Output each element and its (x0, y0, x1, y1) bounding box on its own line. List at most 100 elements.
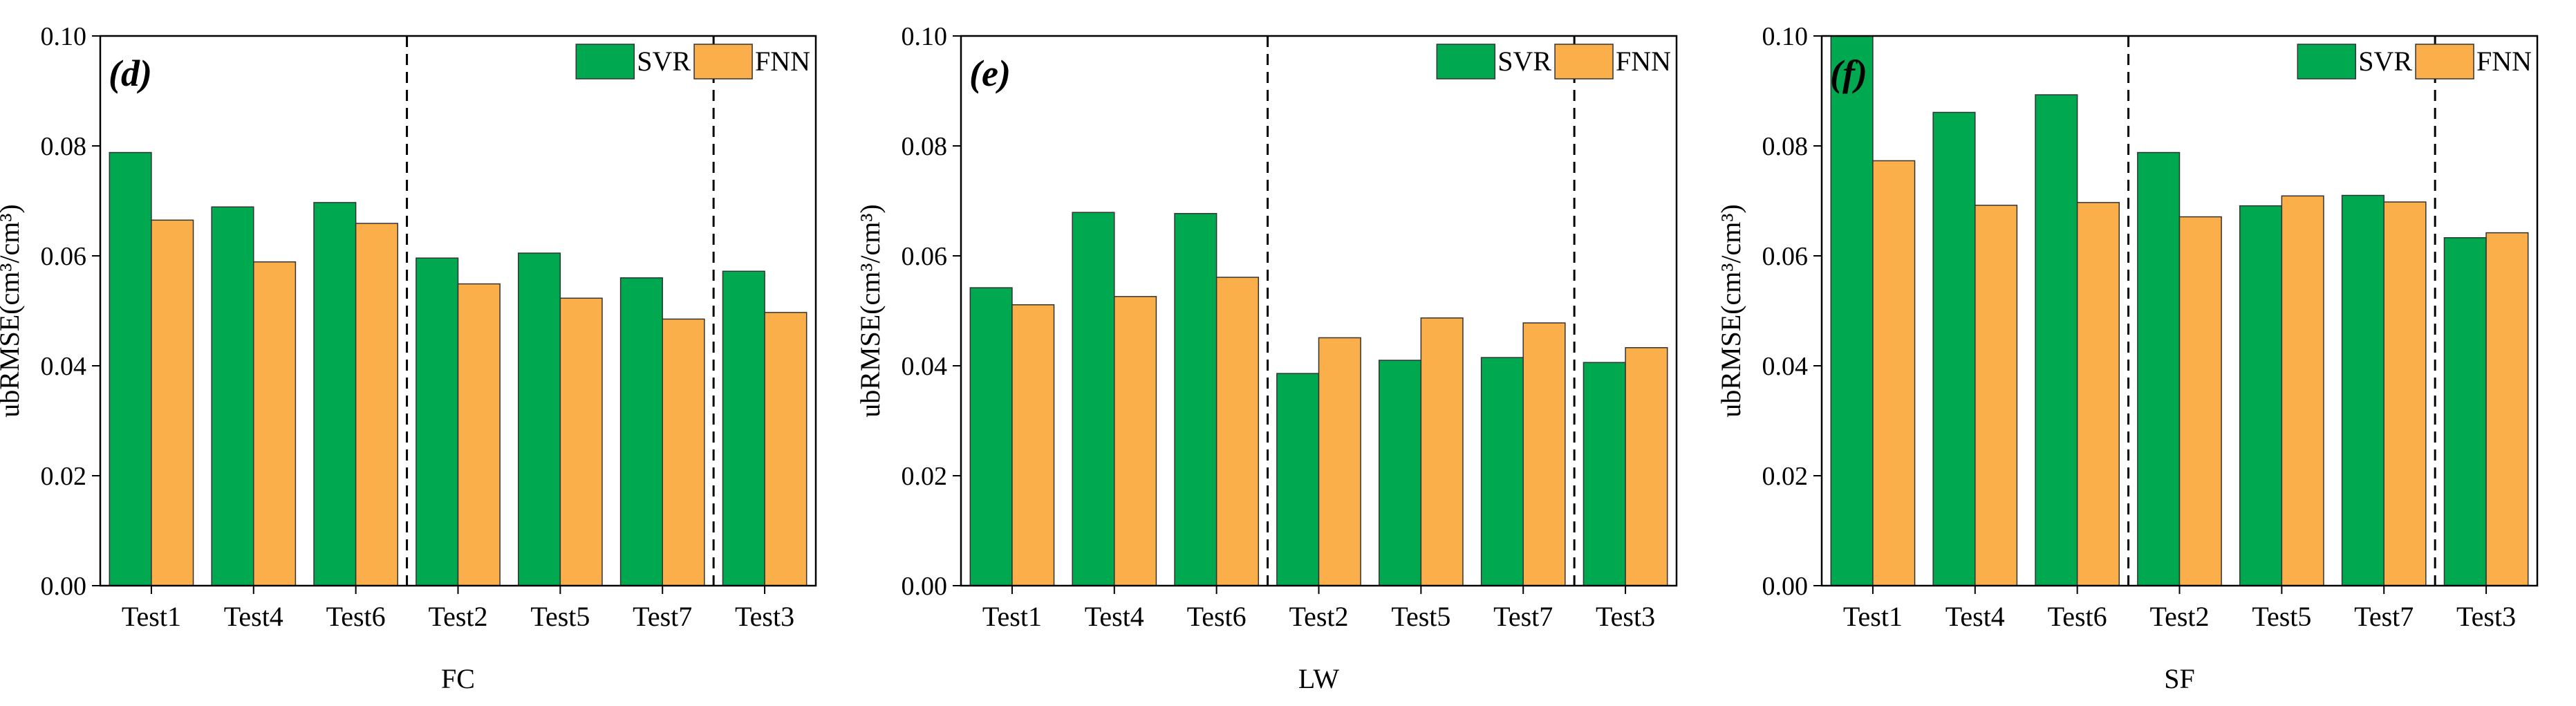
bar-svr-test7 (1480, 357, 1524, 586)
y-tick-label: 0.10 (902, 22, 948, 51)
x-tick-label-test5: Test5 (1391, 601, 1450, 632)
y-axis-title: ubRMSE(cm³/cm³) (0, 204, 25, 417)
bar-svr-test1 (969, 287, 1013, 586)
x-tick-label-test7: Test7 (2354, 601, 2414, 632)
y-axis-title: ubRMSE(cm³/cm³) (1715, 204, 1746, 417)
plot-frame (960, 35, 1678, 587)
bar-fnn-test7 (662, 318, 705, 586)
y-tick-label: 0.10 (1762, 22, 1809, 51)
legend-swatch-fnn (2415, 44, 2474, 80)
legend: SVR FNN (2297, 44, 2532, 80)
bar-svr-test2 (416, 257, 459, 586)
bar-svr-test2 (1276, 373, 1320, 586)
y-axis-title: ubRMSE(cm³/cm³) (855, 204, 886, 417)
bar-svr-test6 (313, 202, 357, 586)
bar-fnn-test5 (1420, 317, 1464, 586)
x-tick-label-test5: Test5 (2252, 601, 2311, 632)
x-tick-label-test1: Test1 (122, 601, 181, 632)
y-tick-label: 0.00 (41, 572, 87, 601)
chart-panel-e: Test1 Test4 Test6 Test2 Test5 Test7 Test3 0.00 0… (855, 22, 1678, 694)
bar-fnn-test7 (1522, 322, 1566, 586)
x-tick-label-test5: Test5 (530, 601, 590, 632)
y-tick-label: 0.06 (41, 242, 87, 271)
chart-panel-f: Test1 Test4 Test6 Test2 Test5 Test7 Test3 0.00 0… (1715, 22, 2539, 694)
y-tick-label: 0.06 (1762, 242, 1809, 271)
x-axis-title: LW (1298, 663, 1339, 694)
y-tick-label: 0.02 (1762, 462, 1809, 491)
y-tick-label: 0.04 (902, 352, 948, 381)
x-tick-label-test4: Test4 (224, 601, 283, 632)
legend-swatch-fnn (1554, 44, 1614, 80)
bar-fnn-test4 (1114, 296, 1157, 586)
x-tick-label-test2: Test2 (428, 601, 487, 632)
legend-label-svr: SVR (2358, 46, 2412, 77)
bar-svr-test6 (2035, 94, 2078, 586)
legend-label-fnn: FNN (755, 46, 810, 77)
x-axis-title: SF (2164, 663, 2195, 694)
x-axis-title: FC (441, 663, 475, 694)
x-tick-label-test2: Test2 (1289, 601, 1348, 632)
panel-letter: (e) (969, 53, 1011, 94)
x-tick-label-test3: Test3 (2456, 601, 2516, 632)
bar-fnn-test2 (2178, 216, 2222, 586)
panel-letter: (d) (109, 53, 152, 94)
bar-fnn-test1 (1011, 304, 1055, 586)
bar-fnn-test6 (2076, 202, 2120, 586)
legend-label-svr: SVR (637, 46, 691, 77)
plot-frame (99, 35, 817, 587)
y-tick-label: 0.02 (41, 462, 87, 491)
x-tick-label-test4: Test4 (1945, 601, 2005, 632)
y-tick-label: 0.04 (41, 352, 87, 381)
x-tick-label-test7: Test7 (1493, 601, 1553, 632)
y-tick-label: 0.10 (41, 22, 87, 51)
bar-fnn-test4 (1975, 205, 2018, 586)
y-tick-label: 0.08 (41, 132, 87, 161)
chart-panel-d: Test1 Test4 Test6 Test2 Test5 Test7 Test3 0.00 0… (0, 22, 817, 694)
legend-label-svr: SVR (1497, 46, 1551, 77)
bar-svr-test3 (2443, 237, 2487, 586)
plot-frame (1820, 35, 2539, 587)
legend-swatch-fnn (693, 44, 753, 80)
legend-swatch-svr (2297, 44, 2357, 80)
bar-svr-test2 (2137, 151, 2181, 586)
legend: SVR FNN (1436, 44, 1671, 80)
bar-fnn-test1 (151, 219, 194, 586)
x-tick-label-test6: Test6 (1187, 601, 1247, 632)
bar-svr-test4 (1072, 212, 1115, 586)
x-tick-label-test6: Test6 (326, 601, 386, 632)
bar-fnn-test4 (253, 261, 297, 586)
y-tick-label: 0.00 (902, 572, 948, 601)
legend-label-fnn: FNN (1616, 46, 1671, 77)
y-tick-label: 0.00 (1762, 572, 1809, 601)
legend-swatch-svr (575, 44, 635, 80)
legend-label-fnn: FNN (2476, 46, 2532, 77)
bar-fnn-test3 (1625, 347, 1668, 586)
y-tick-label: 0.08 (1762, 132, 1809, 161)
bar-fnn-test6 (355, 223, 399, 586)
x-tick-label-test2: Test2 (2149, 601, 2209, 632)
bar-svr-test7 (2341, 194, 2384, 586)
bar-svr-test1 (1830, 35, 1874, 586)
panel-letter: (f) (1830, 53, 1867, 94)
bar-svr-test3 (1583, 362, 1626, 586)
bar-svr-test7 (619, 277, 663, 586)
bar-fnn-test7 (2383, 201, 2427, 586)
bar-svr-test4 (1932, 111, 1976, 586)
bar-fnn-test2 (457, 283, 501, 586)
bar-svr-test5 (1378, 360, 1422, 586)
x-tick-label-test6: Test6 (2048, 601, 2107, 632)
bar-fnn-test1 (1872, 160, 1916, 586)
x-tick-label-test1: Test1 (1843, 601, 1903, 632)
bar-svr-test4 (211, 206, 254, 586)
bar-fnn-test3 (764, 312, 808, 586)
bar-fnn-test2 (1318, 337, 1361, 586)
bar-svr-test6 (1174, 213, 1217, 586)
y-tick-label: 0.08 (902, 132, 948, 161)
x-tick-label-test3: Test3 (735, 601, 794, 632)
legend: SVR FNN (575, 44, 810, 80)
bar-svr-test5 (517, 252, 561, 586)
x-tick-label-test7: Test7 (633, 601, 692, 632)
legend-swatch-svr (1436, 44, 1496, 80)
bar-fnn-test3 (2485, 232, 2529, 586)
bar-svr-test1 (109, 151, 152, 586)
